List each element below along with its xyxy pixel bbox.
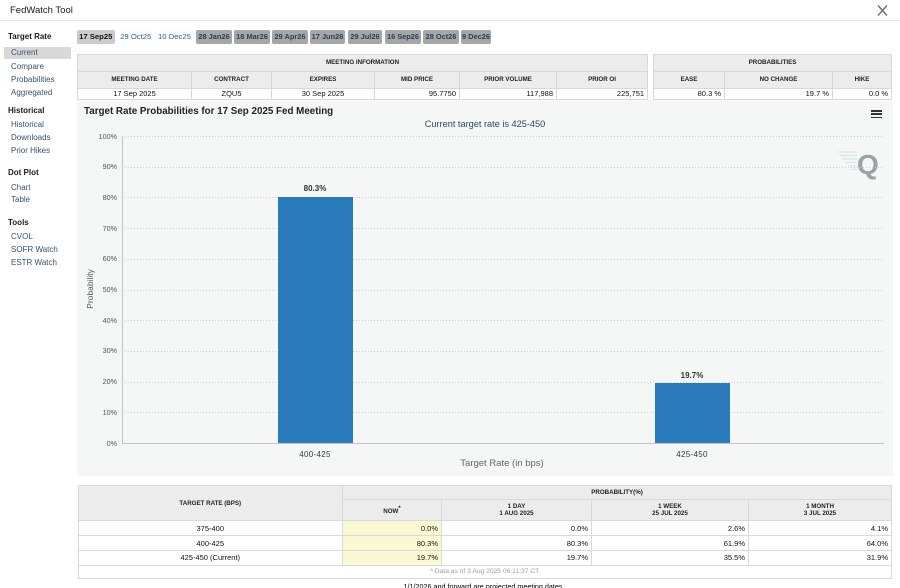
svg-text:Q: Q bbox=[857, 149, 879, 180]
